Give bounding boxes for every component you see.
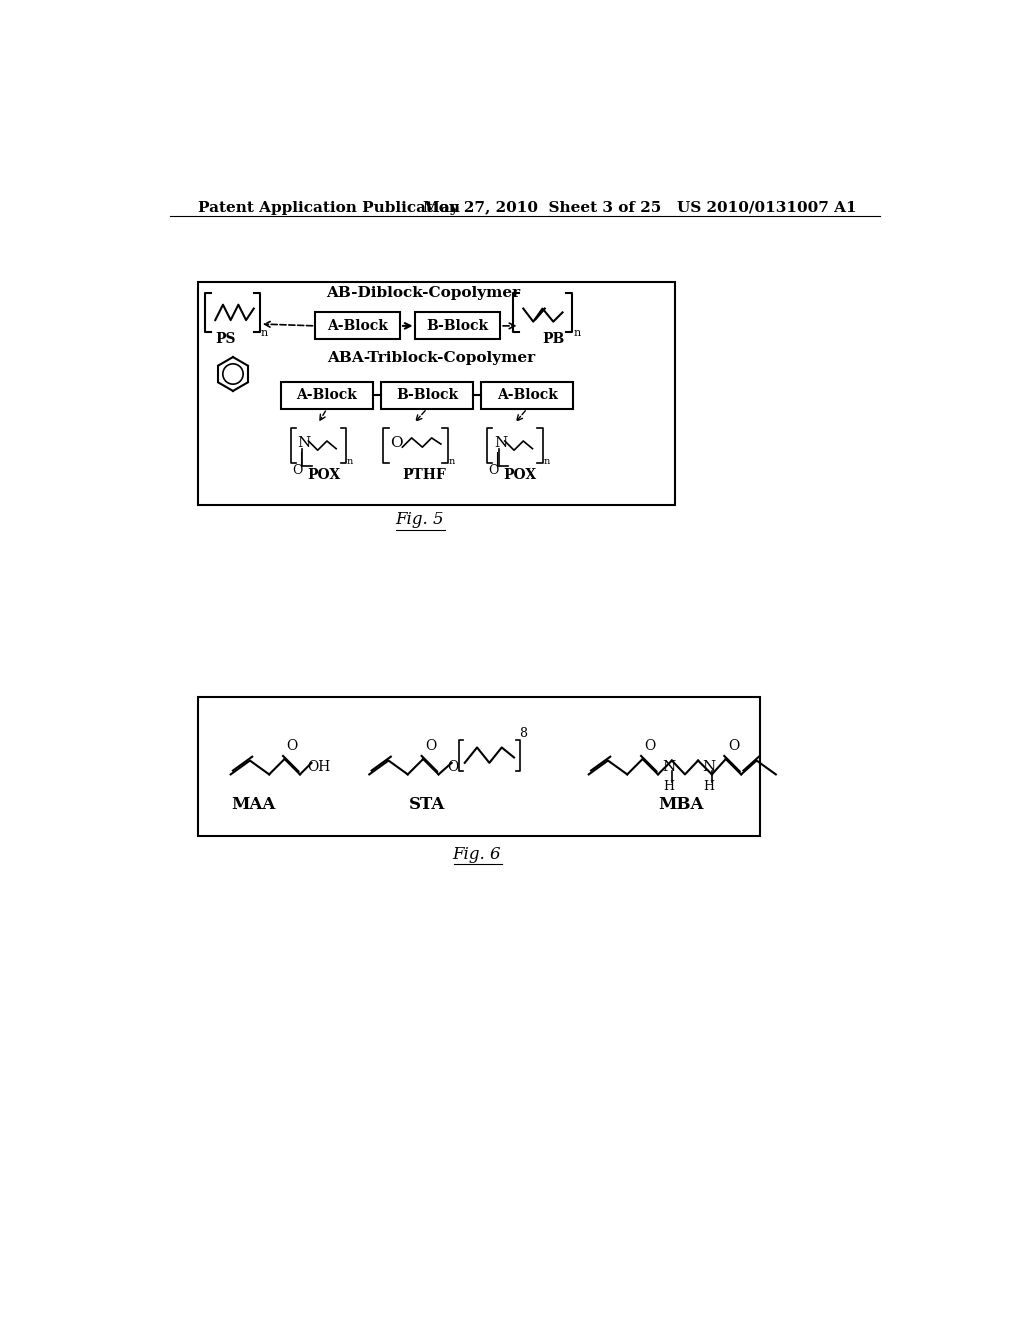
FancyBboxPatch shape — [198, 697, 760, 836]
Text: ABA-Triblock-Copolymer: ABA-Triblock-Copolymer — [327, 351, 535, 366]
Text: A-Block: A-Block — [297, 388, 357, 403]
Text: N: N — [298, 436, 311, 450]
Text: O: O — [447, 759, 459, 774]
Text: 8: 8 — [518, 727, 526, 741]
Text: H: H — [703, 780, 715, 793]
Text: Fig. 5: Fig. 5 — [395, 511, 443, 528]
Text: H: H — [664, 780, 674, 793]
Text: A-Block: A-Block — [328, 319, 388, 333]
Text: n: n — [573, 327, 581, 338]
Text: MBA: MBA — [658, 796, 703, 813]
Text: STA: STA — [409, 796, 445, 813]
FancyBboxPatch shape — [315, 313, 400, 339]
Text: O: O — [488, 465, 499, 477]
Text: PTHF: PTHF — [402, 469, 446, 483]
Text: n: n — [261, 327, 268, 338]
FancyBboxPatch shape — [198, 281, 675, 506]
Text: N: N — [494, 436, 507, 450]
Text: N: N — [702, 759, 716, 774]
Text: O: O — [390, 436, 402, 450]
Text: O: O — [287, 739, 298, 752]
Text: N: N — [663, 759, 676, 774]
FancyBboxPatch shape — [481, 381, 573, 409]
FancyBboxPatch shape — [281, 381, 373, 409]
Text: O: O — [292, 465, 303, 477]
Text: B-Block: B-Block — [396, 388, 458, 403]
Text: n: n — [449, 457, 455, 466]
FancyBboxPatch shape — [416, 313, 500, 339]
Text: May 27, 2010  Sheet 3 of 25: May 27, 2010 Sheet 3 of 25 — [423, 201, 662, 215]
Text: Fig. 6: Fig. 6 — [453, 846, 502, 863]
Text: POX: POX — [307, 469, 340, 483]
Text: PS: PS — [215, 333, 236, 346]
Text: O: O — [425, 739, 436, 752]
Text: PB: PB — [543, 333, 565, 346]
Text: B-Block: B-Block — [427, 319, 488, 333]
Text: POX: POX — [503, 469, 537, 483]
Text: AB-Diblock-Copolymer: AB-Diblock-Copolymer — [326, 286, 520, 300]
Text: Patent Application Publication: Patent Application Publication — [198, 201, 460, 215]
Text: n: n — [347, 457, 353, 466]
FancyBboxPatch shape — [381, 381, 473, 409]
Text: MAA: MAA — [231, 796, 275, 813]
Text: O: O — [645, 739, 656, 752]
Text: OH: OH — [307, 759, 331, 774]
Text: A-Block: A-Block — [497, 388, 557, 403]
Text: US 2010/0131007 A1: US 2010/0131007 A1 — [677, 201, 857, 215]
Text: n: n — [544, 457, 550, 466]
Text: O: O — [728, 739, 739, 752]
